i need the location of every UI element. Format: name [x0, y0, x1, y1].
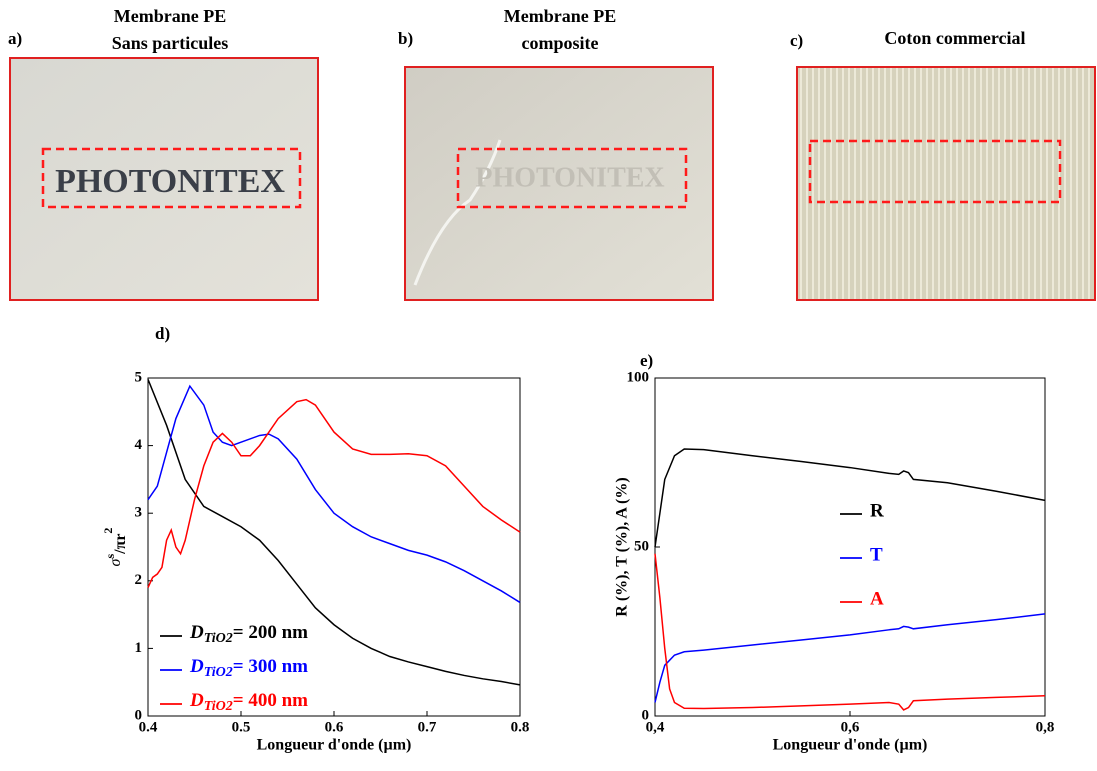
- line: [654, 553, 1046, 711]
- x-tick-label: 0.5: [232, 719, 251, 735]
- line: [147, 384, 521, 604]
- legend-label-part: = 400 nm: [233, 690, 308, 711]
- y-axis-label-part: 2: [101, 528, 115, 534]
- y-tick-label: 5: [135, 369, 143, 385]
- y-tick-label: 0: [642, 707, 650, 723]
- photo-caption: Coton commercial: [884, 28, 1025, 48]
- x-tick-label: 0.7: [418, 719, 437, 735]
- legend-label: DTiO2= 400 nm: [189, 690, 308, 714]
- panel-label: c): [790, 31, 803, 50]
- legend-label: R: [870, 500, 884, 521]
- x-tick-label: 0,6: [841, 719, 860, 735]
- x-tick-label: 0,4: [646, 719, 665, 735]
- legend-label: A: [870, 588, 884, 609]
- photo-caption: Membrane PE: [504, 6, 616, 26]
- legend-label-part: TiO2: [204, 699, 233, 714]
- x-axis-label: Longueur d'onde (µm): [257, 737, 412, 754]
- photo-caption: Sans particules: [112, 33, 229, 53]
- legend-label: DTiO2= 200 nm: [189, 622, 308, 646]
- photo-a: PHOTONITEX: [9, 57, 319, 301]
- y-axis-label-part: s: [103, 554, 117, 559]
- panel-label: b): [398, 29, 413, 48]
- x-tick-label: 0.6: [325, 719, 344, 735]
- x-tick-label: 0,8: [1036, 719, 1055, 735]
- legend-label-part: = 300 nm: [233, 656, 308, 677]
- y-tick-label: 3: [135, 505, 143, 521]
- line: [654, 613, 1046, 703]
- legend-label-part: = 200 nm: [233, 622, 308, 643]
- y-tick-label: 50: [634, 538, 649, 554]
- photo-caption: Membrane PE: [114, 6, 226, 26]
- legend-label-part: TiO2: [204, 631, 233, 646]
- legend-label: DTiO2= 300 nm: [189, 656, 308, 680]
- legend-label-part: D: [189, 622, 204, 643]
- y-tick-label: 2: [135, 572, 143, 588]
- x-tick-label: 0.8: [511, 719, 530, 735]
- y-axis-label: σs/πr2: [101, 528, 129, 567]
- line: [147, 398, 521, 588]
- legend-label-part: TiO2: [204, 665, 233, 680]
- photo-caption: composite: [522, 33, 599, 53]
- y-axis-label-part: σ: [107, 557, 124, 566]
- panel-label: d): [155, 324, 170, 343]
- y-tick-label: 100: [627, 369, 650, 385]
- x-tick-label: 0.4: [139, 719, 158, 735]
- y-tick-label: 4: [135, 437, 143, 453]
- photo-text: PHOTONITEX: [475, 162, 664, 193]
- line: [147, 379, 521, 686]
- legend-label-part: D: [189, 690, 204, 711]
- y-axis-label: R (%), T (%), A (%): [614, 477, 631, 616]
- panel-label: a): [8, 29, 22, 48]
- y-axis-label-part: /πr: [112, 534, 129, 555]
- panel-label: e): [640, 351, 653, 370]
- photo-text: PHOTONITEX: [55, 163, 285, 200]
- photo-c: [796, 66, 1096, 301]
- legend-label: T: [870, 544, 883, 565]
- photo-b: PHOTONITEX: [404, 66, 714, 301]
- y-tick-label: 0: [135, 707, 143, 723]
- line: [654, 448, 1046, 548]
- y-tick-label: 1: [135, 640, 143, 656]
- plot-frame: [654, 377, 1046, 717]
- legend-label-part: D: [189, 656, 204, 677]
- x-axis-label: Longueur d'onde (µm): [773, 737, 928, 754]
